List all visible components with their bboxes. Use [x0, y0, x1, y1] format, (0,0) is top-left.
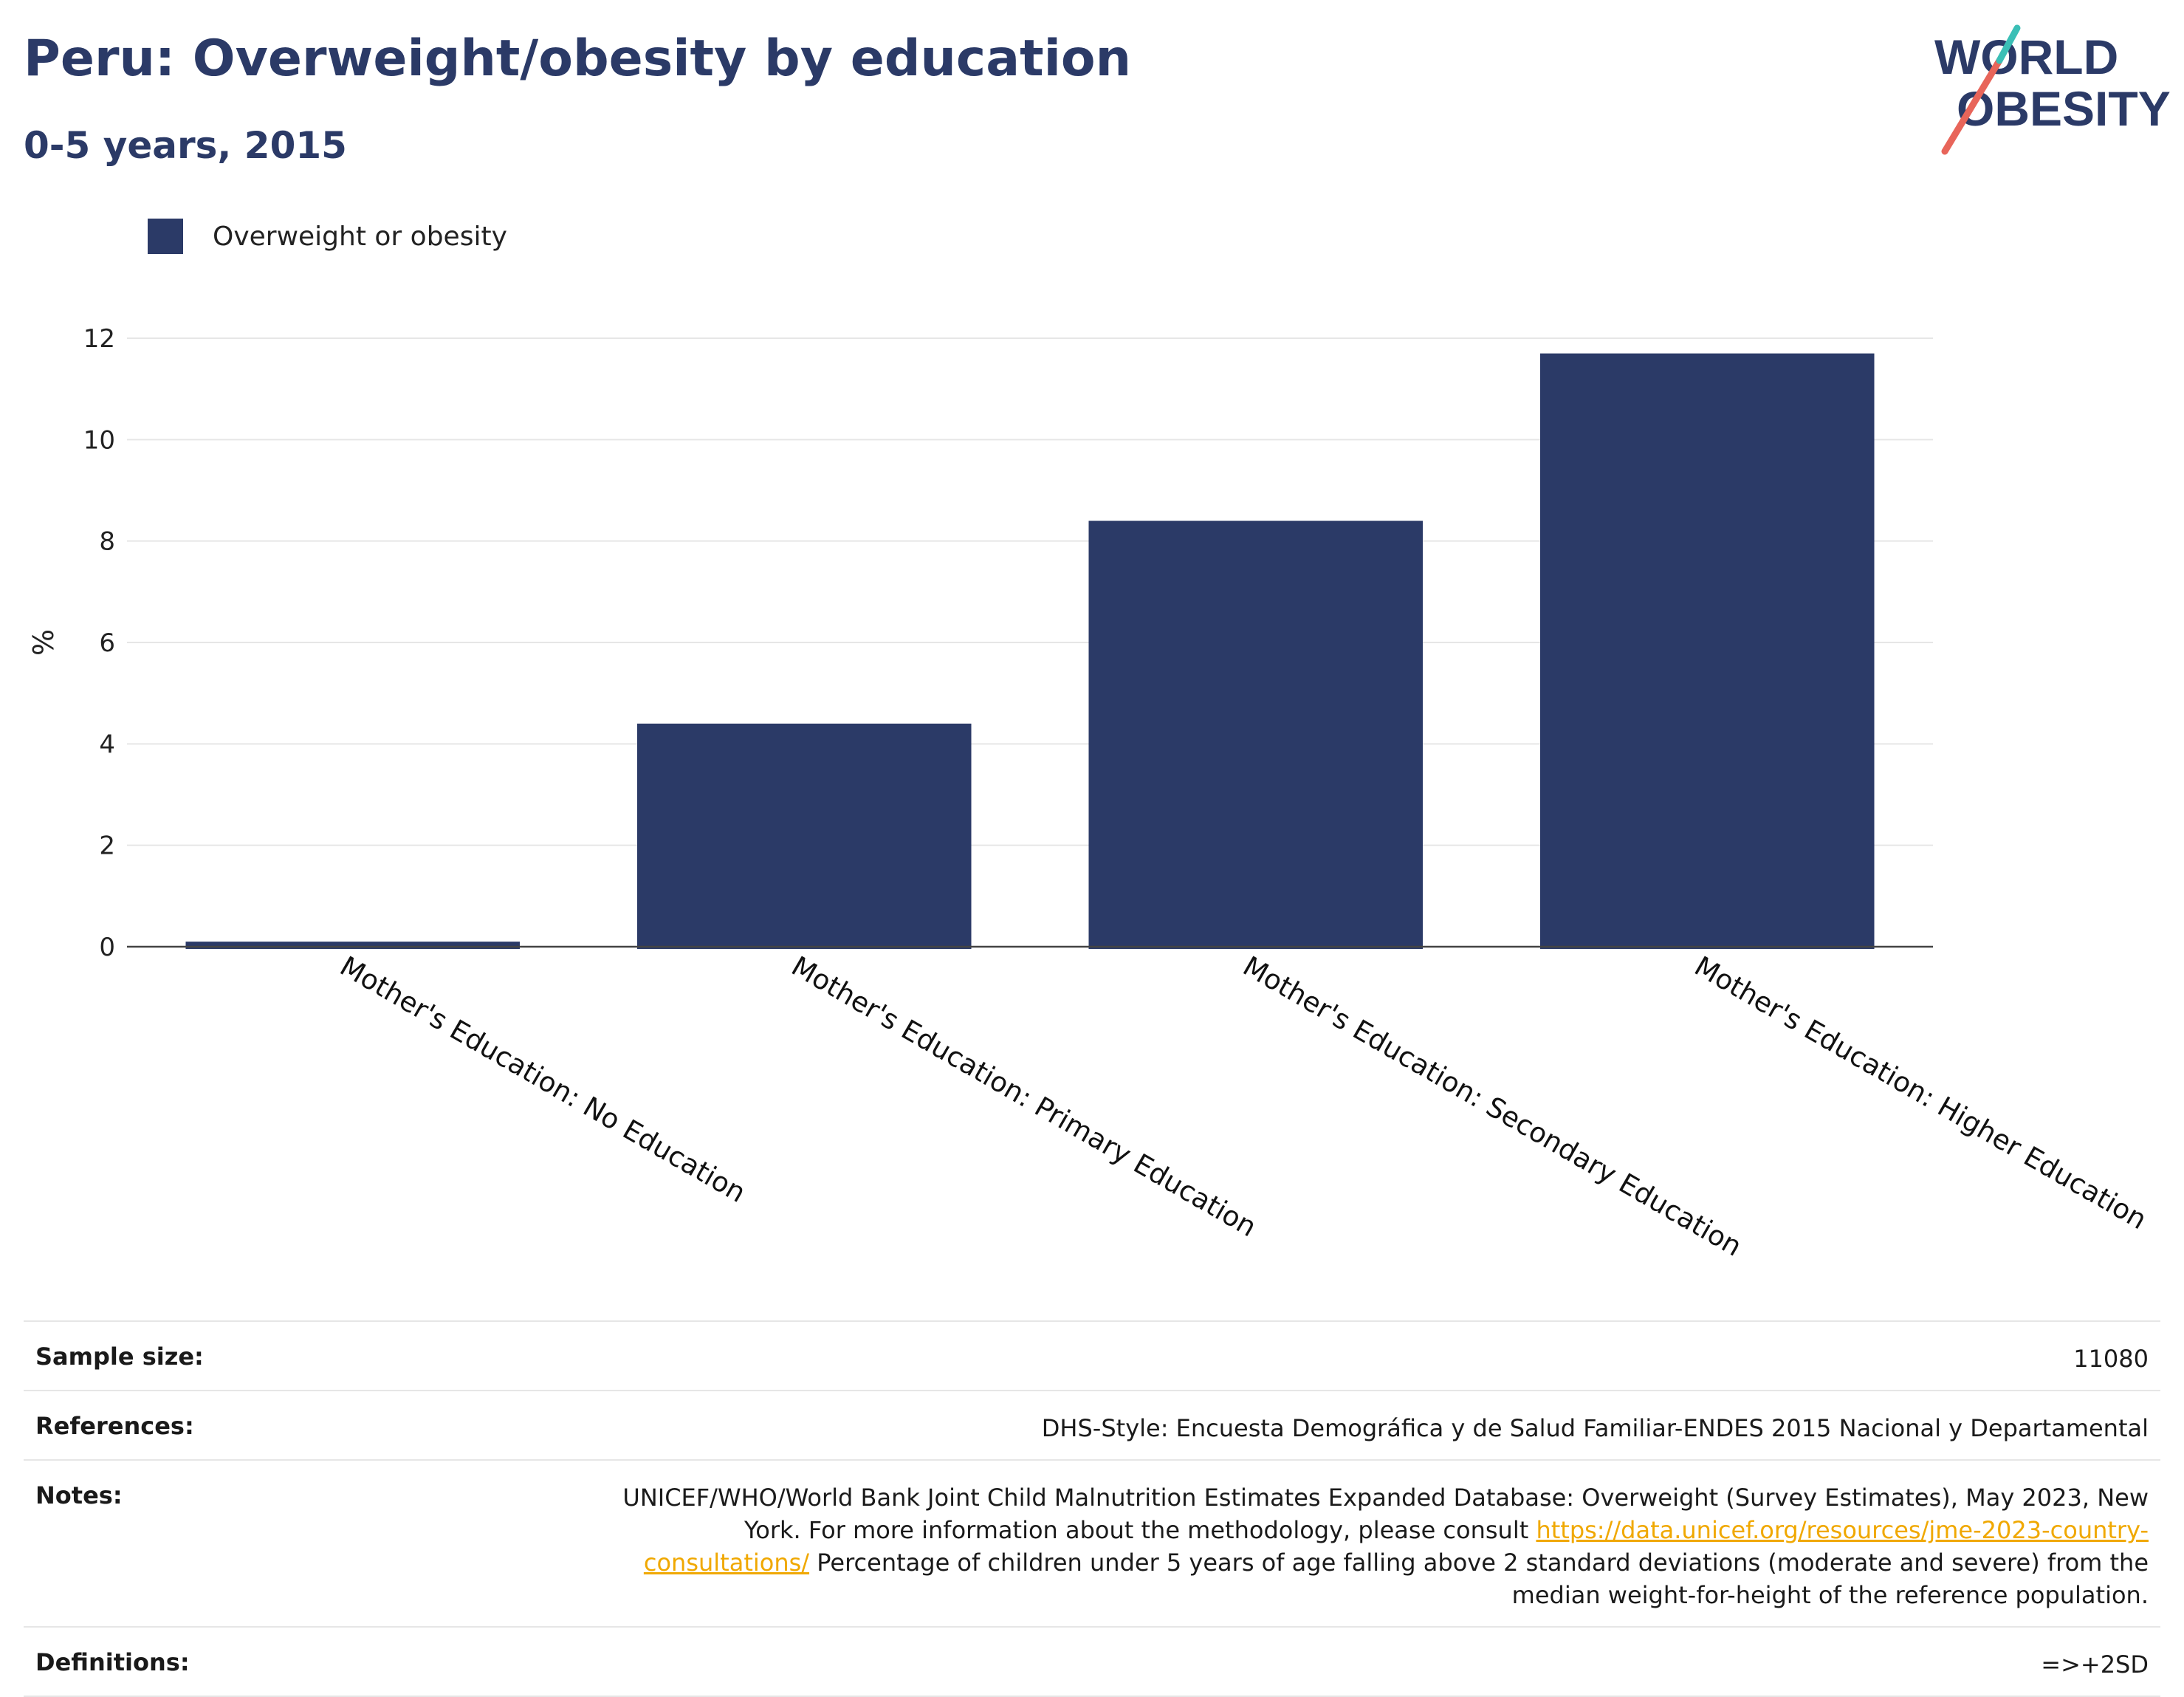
bar[interactable] — [636, 723, 972, 949]
y-tick-label: 8 — [99, 527, 115, 557]
logo-text-world: WORLD — [1934, 30, 2118, 84]
chart-subtitle: 0-5 years, 2015 — [24, 124, 347, 167]
chart-title: Peru: Overweight/obesity by education — [24, 30, 1132, 88]
bar[interactable] — [1088, 521, 1424, 949]
y-tick-label: 0 — [99, 933, 115, 962]
bar-chart: 0 2 4 6 8 10 12% Mother's Education: No Educati… — [27, 324, 2152, 1263]
notes-text-2: Percentage of children under 5 years of … — [809, 1549, 2149, 1609]
notes-value: UNICEF/WHO/World Bank Joint Child Malnut… — [598, 1481, 2149, 1611]
definitions-label: Definitions: — [35, 1648, 190, 1676]
x-tick-label: Mother's Education: Secondary Education — [1237, 950, 1747, 1263]
notes-text-1: UNICEF/WHO/World Bank Joint Child Malnut… — [622, 1484, 2149, 1544]
notes-row: Notes: UNICEF/WHO/World Bank Joint Child… — [24, 1459, 2160, 1626]
notes-label: Notes: — [35, 1481, 123, 1509]
logo-slash-teal — [1996, 24, 2021, 64]
chart-legend[interactable]: Overweight or obesity — [148, 219, 507, 254]
bar[interactable] — [1539, 353, 1875, 950]
metadata-table: Sample size: 11080 References: DHS-Style… — [24, 1320, 2160, 1697]
x-tick-label: Mother's Education: Higher Education — [1689, 950, 2152, 1236]
definitions-row: Definitions: =>+2SD — [24, 1626, 2160, 1697]
methodology-link[interactable]: https://data.unicef.org/resources/jme-20… — [643, 1516, 2149, 1577]
sample-size-row: Sample size: 11080 — [24, 1320, 2160, 1390]
references-row: References: DHS-Style: Encuesta Demográf… — [24, 1390, 2160, 1459]
logo-text-obesity: OBESITY — [1957, 81, 2171, 136]
x-tick-label: Mother's Education: Primary Education — [786, 950, 1262, 1244]
logo-slash-red — [1941, 57, 2003, 155]
x-tick-label: Mother's Education: No Education — [334, 950, 751, 1209]
y-tick-label: 10 — [83, 425, 115, 455]
legend-label: Overweight or obesity — [213, 221, 507, 252]
sample-size-value: 11080 — [2073, 1345, 2149, 1373]
references-label: References: — [35, 1412, 194, 1440]
y-axis-label: % — [27, 629, 60, 656]
references-value: DHS-Style: Encuesta Demográfica y de Sal… — [1041, 1414, 2149, 1442]
y-tick-label: 12 — [83, 324, 115, 354]
definitions-value: =>+2SD — [2041, 1650, 2149, 1679]
legend-swatch — [148, 219, 183, 254]
y-tick-label: 4 — [99, 730, 115, 759]
bar[interactable] — [185, 942, 521, 949]
world-obesity-logo: WORLD OBESITY — [1934, 24, 2171, 155]
sample-size-label: Sample size: — [35, 1343, 204, 1371]
y-tick-label: 6 — [99, 628, 115, 658]
y-tick-label: 2 — [99, 832, 115, 861]
